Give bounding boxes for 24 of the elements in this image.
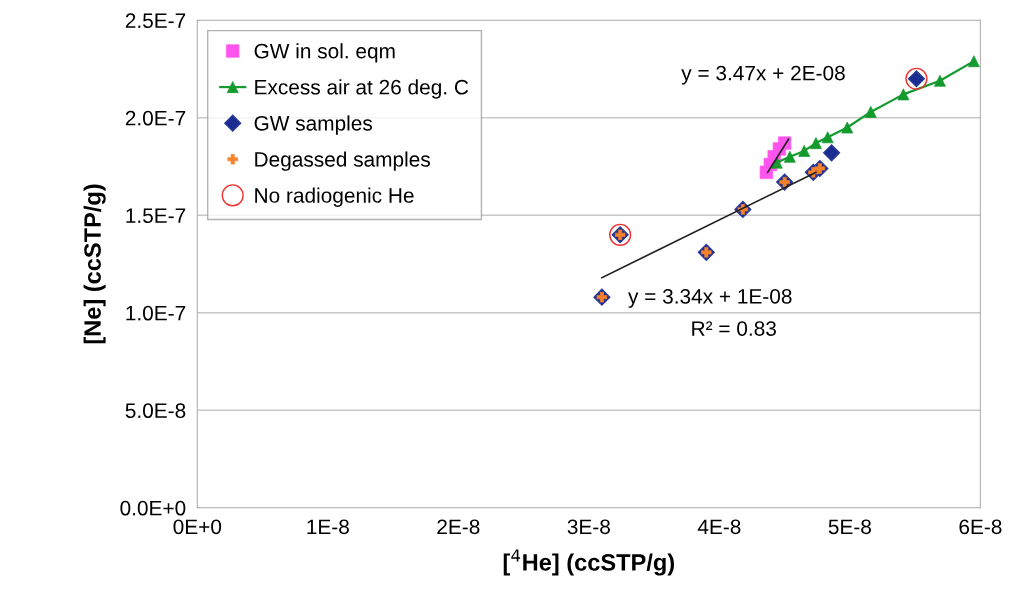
x-axis-title: [$^{4}$He] (ccSTP/g) bbox=[503, 549, 674, 576]
legend-label: GW samples bbox=[254, 115, 373, 135]
legend-label: Excess air at 26 deg. C bbox=[255, 79, 469, 99]
x-tick-label: 3E-8 bbox=[567, 519, 610, 535]
x-tick-label: 4E-8 bbox=[697, 519, 741, 535]
y-tick-label: 2.5E-7 bbox=[125, 13, 186, 29]
y-tick-label: 5.0E-8 bbox=[125, 403, 186, 419]
x-tick-label: 2E-8 bbox=[437, 519, 480, 535]
x-tick-label: 1E-8 bbox=[307, 519, 349, 535]
annotation: y = 3.47x + 2E-08 bbox=[681, 65, 845, 85]
legend-label: No radiogenic He bbox=[255, 187, 414, 207]
legend-label: GW in sol. eqm bbox=[254, 43, 395, 63]
point bbox=[823, 144, 841, 162]
x-tick-label: 6E-8 bbox=[959, 519, 1002, 535]
y-tick-label: 1.5E-7 bbox=[126, 208, 186, 224]
y-tick-label: 0.0E+0 bbox=[120, 500, 186, 516]
y-tick-label: 2.0E-7 bbox=[125, 110, 186, 126]
x-tick-label: 5E-8 bbox=[828, 519, 871, 535]
y-tick-label: 1.0E-7 bbox=[126, 305, 186, 321]
x-tick-label: 0E+0 bbox=[173, 519, 222, 535]
legend-label: Degassed samples bbox=[255, 151, 430, 171]
annotation: y = 3.34x + 1E-08 bbox=[628, 288, 792, 308]
y-axis-title: [Ne] (ccSTP/g) bbox=[83, 184, 106, 344]
annotation: R² = 0.83 bbox=[692, 321, 776, 336]
